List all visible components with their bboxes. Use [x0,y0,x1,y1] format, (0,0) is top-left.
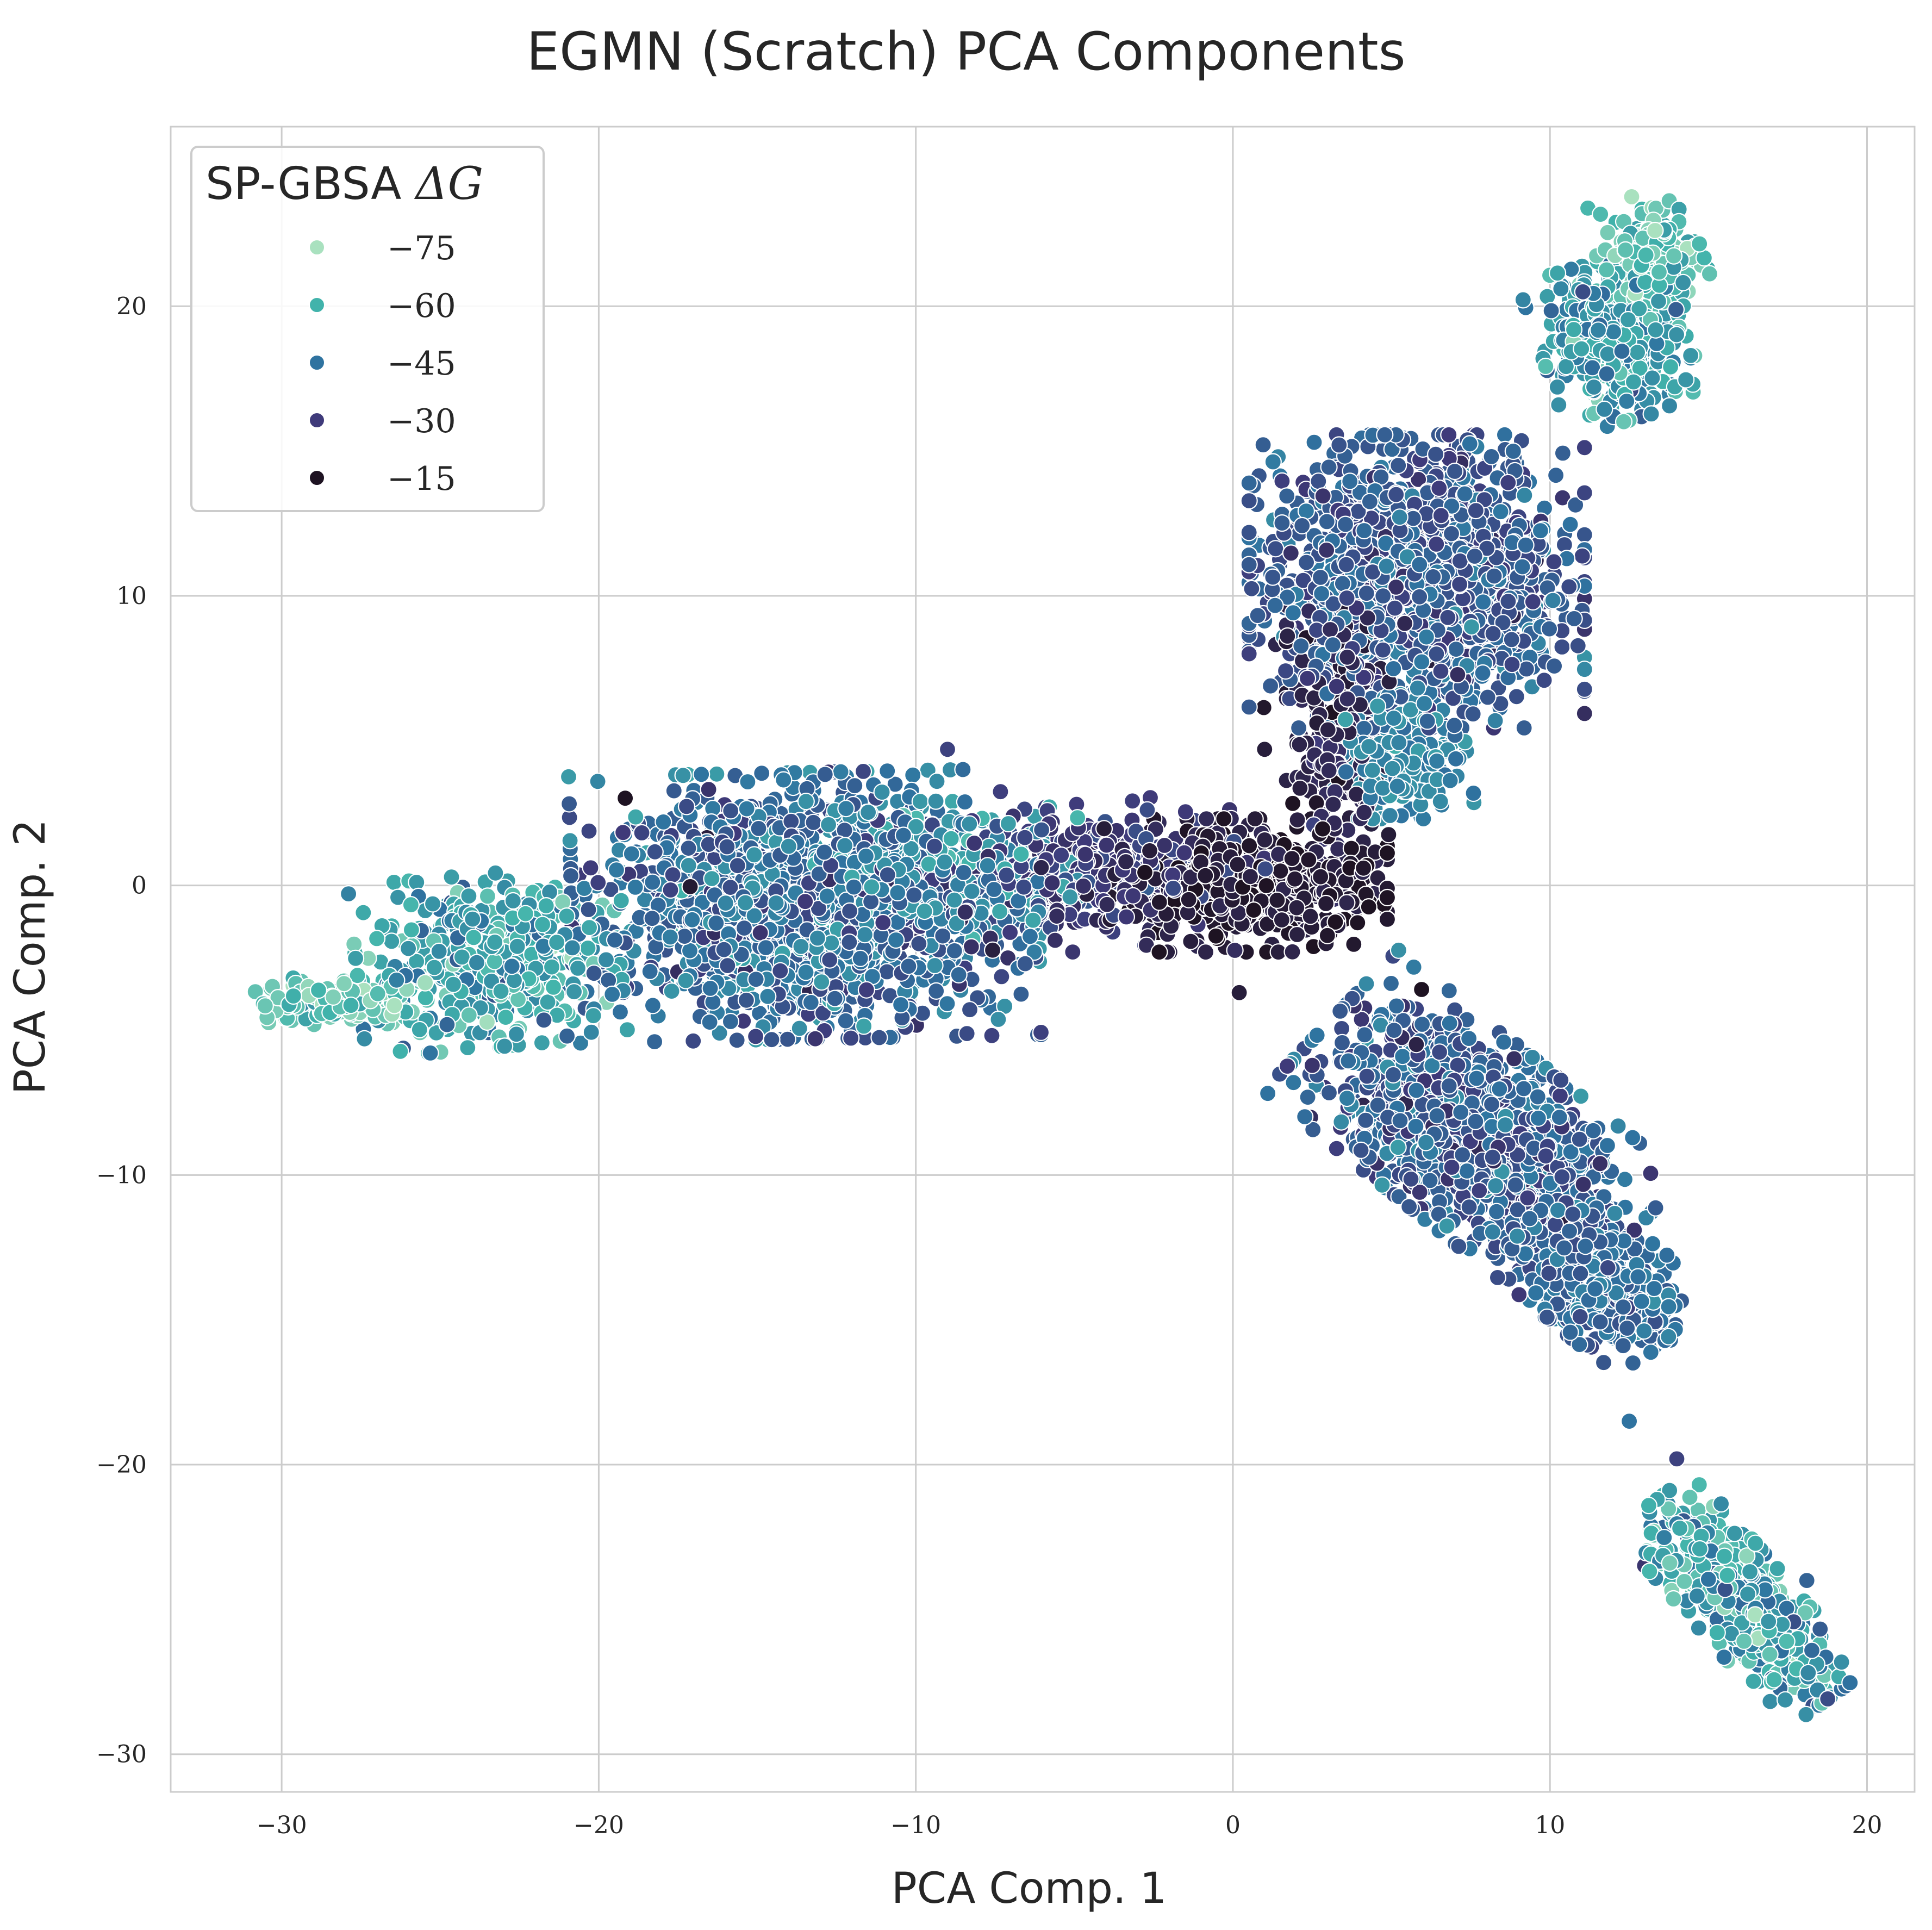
data-point [559,768,578,786]
data-point [1373,1176,1391,1194]
data-point [684,1032,702,1050]
scatter-points [246,188,1859,1723]
data-point [956,793,974,811]
data-point [1285,1074,1302,1092]
data-point [580,822,598,840]
data-point [993,968,1011,986]
data-point [1550,396,1568,414]
data-point [1575,439,1593,457]
data-point [1700,265,1718,283]
data-point [1382,974,1400,993]
data-point [589,773,607,790]
data-point [816,765,834,783]
data-point [611,1003,630,1021]
data-point [443,868,460,886]
data-point [1572,1087,1590,1105]
data-point [886,775,904,793]
data-point [1573,547,1591,565]
data-point [1609,1117,1627,1135]
data-point [1507,688,1525,706]
data-point [1514,291,1532,309]
data-point [904,766,922,784]
data-point [561,832,579,850]
data-point [246,983,264,1001]
data-point [711,1024,728,1042]
data-point [391,1042,409,1060]
data-point [1262,677,1280,695]
data-point [1246,810,1264,828]
data-point [1662,358,1680,376]
data-point [1291,779,1309,798]
data-point [582,1023,600,1041]
data-point [708,765,726,783]
data-point [1256,740,1274,758]
data-point [1548,378,1566,396]
data-point [1267,540,1285,558]
data-point [1254,436,1272,454]
data-point [1226,941,1244,960]
data-point [1621,1412,1638,1430]
data-point [1554,444,1572,462]
data-point [1690,1475,1708,1494]
data-point [1296,1108,1314,1126]
data-point [1623,188,1641,206]
data-point [1414,810,1432,828]
data-point [579,900,597,919]
data-point [1464,784,1482,802]
data-point [832,763,850,781]
data-point [992,783,1009,801]
data-point [1641,1562,1659,1580]
data-point [497,1008,515,1026]
data-point [1349,914,1367,932]
data-point [1299,1088,1317,1106]
data-point [571,1034,590,1052]
data-point [728,1031,746,1049]
data-point [1124,792,1142,810]
data-point [1381,806,1399,825]
data-point [582,859,600,877]
data-point [385,873,403,892]
data-point [1012,985,1030,1003]
chart-title: EGMN (Scratch) PCA Components [526,21,1405,82]
data-point [1744,1672,1762,1690]
data-point [663,982,681,1000]
data-point [533,1034,551,1052]
data-point [1599,223,1617,241]
data-point [356,1030,373,1048]
data-point [1304,1120,1322,1138]
data-point [854,762,872,781]
data-point [1345,935,1363,954]
data-point [790,1019,808,1037]
data-point [1575,526,1593,544]
data-point [558,1027,576,1045]
data-point [837,1012,855,1030]
data-point [1328,1140,1345,1157]
data-point [1798,1572,1816,1590]
data-point [1594,1354,1613,1372]
data-point [1553,638,1571,656]
data-point [778,1030,796,1048]
data-point [1567,496,1585,514]
data-point [1276,662,1295,680]
data-point [1668,1450,1686,1468]
data-point [1264,453,1282,471]
data-point [1592,206,1610,223]
data-point [1255,699,1273,717]
data-point [354,904,372,922]
data-point [1389,456,1407,475]
data-point [616,789,634,807]
data-point [739,773,757,791]
data-point [1405,958,1423,976]
data-point [1495,426,1513,444]
